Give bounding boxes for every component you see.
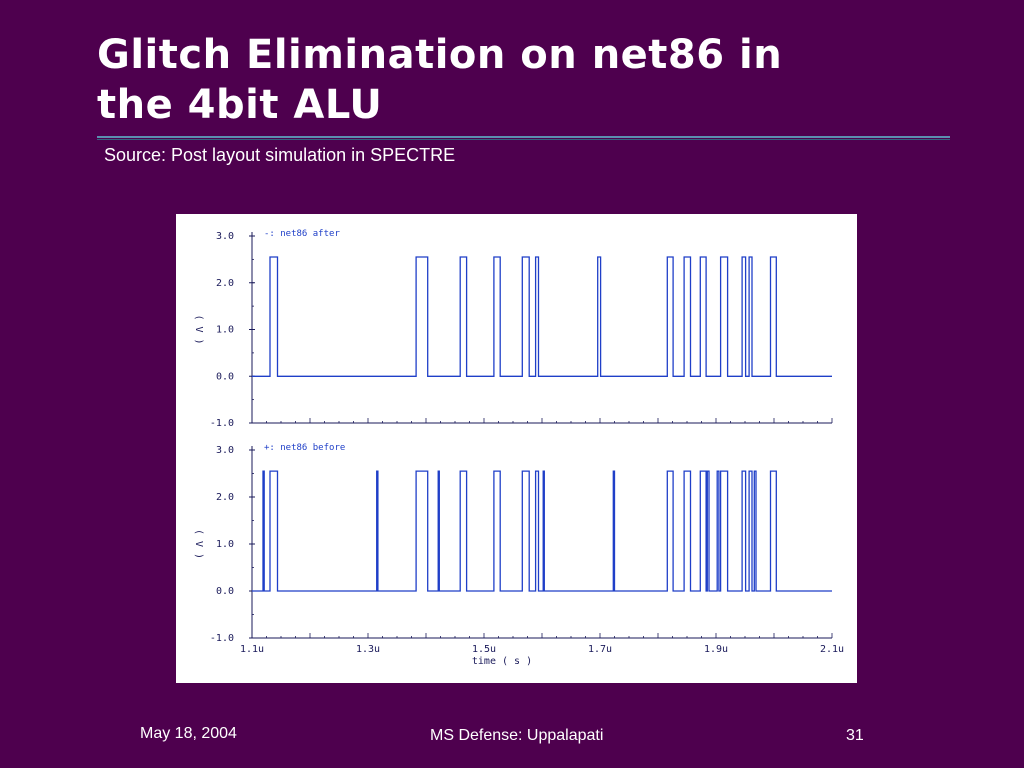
slide-number: 31 (846, 727, 864, 744)
pulse-before (438, 471, 439, 591)
pulse-before (494, 471, 500, 591)
slide-title-line1: Glitch Elimination on net86 in (97, 32, 783, 78)
pulse-before (771, 471, 777, 591)
x-tick-label: 1.7u (588, 644, 612, 655)
pulse-before (270, 471, 278, 591)
pulse-after (494, 257, 500, 376)
pulse-before (667, 471, 673, 591)
pulse-before (543, 471, 544, 591)
x-tick-label: 1.1u (240, 644, 264, 655)
pulse-before (416, 471, 428, 591)
x-axis-title: time ( s ) (472, 656, 532, 667)
y-tick-label-after: 3.0 (216, 231, 234, 242)
y-tick-label-before: 1.0 (216, 539, 234, 550)
pulse-after (684, 257, 690, 376)
slide-title-line2: the 4bit ALU (97, 82, 383, 128)
pulse-before (707, 471, 709, 591)
pulse-after (667, 257, 673, 376)
y-tick-label-before: 3.0 (216, 445, 234, 456)
pulse-before (613, 471, 614, 591)
x-tick-label: 2.1u (820, 644, 844, 655)
pulse-before (754, 471, 756, 591)
pulse-before (742, 471, 745, 591)
pulse-after (771, 257, 777, 376)
waveform-figure: 3.0 2.0 1.0 0.0 -1.0 ( V ) -: net86 after 3.0 2.… (176, 214, 857, 683)
pulse-after (721, 257, 728, 376)
pulse-after (598, 257, 601, 376)
pulse-before (684, 471, 690, 591)
pulse-before (522, 471, 529, 591)
pulse-after (742, 257, 745, 376)
title-divider-shadow (97, 139, 950, 140)
waveform-chart: 3.0 2.0 1.0 0.0 -1.0 ( V ) -: net86 after 3.0 2.… (193, 229, 844, 667)
pulse-after (416, 257, 428, 376)
pulse-before (536, 471, 539, 591)
pulse-before (700, 471, 706, 591)
pulse-before (460, 471, 466, 591)
y-axis-title-before: ( V ) (193, 529, 204, 559)
y-tick-label-before: 0.0 (216, 586, 234, 597)
waveform-trace-before (252, 470, 832, 592)
pulse-after (536, 257, 539, 376)
legend-before: +: net86 before (264, 443, 345, 453)
y-tick-label-after: 1.0 (216, 325, 234, 336)
footer-date: May 18, 2004 (140, 725, 237, 742)
x-tick-label: 1.3u (356, 644, 380, 655)
title-divider (97, 136, 950, 138)
pulse-after (270, 257, 278, 376)
y-axis-title-after: ( V ) (193, 314, 204, 344)
pulse-before (721, 471, 728, 591)
y-tick-label-after: 2.0 (216, 278, 234, 289)
pulse-before (749, 471, 752, 591)
pulse-before (717, 471, 719, 591)
pulse-after (700, 257, 706, 376)
y-tick-label-after: -1.0 (210, 418, 234, 429)
x-tick-label: 1.5u (472, 644, 496, 655)
slide-title: Glitch Elimination on net86 in the 4bit … (97, 30, 917, 130)
y-tick-label-before: -1.0 (210, 633, 234, 644)
pulse-after (522, 257, 529, 376)
y-tick-label-after: 0.0 (216, 371, 234, 382)
x-tick-label: 1.9u (704, 644, 728, 655)
pulse-before (377, 471, 378, 591)
waveform-trace-after (252, 256, 832, 377)
pulse-before (263, 471, 264, 591)
footer-title: MS Defense: Uppalapati (430, 727, 604, 744)
pulse-after (749, 257, 752, 376)
slide-subtitle: Source: Post layout simulation in SPECTR… (104, 145, 456, 165)
y-tick-label-before: 2.0 (216, 492, 234, 503)
legend-after: -: net86 after (264, 229, 340, 239)
pulse-after (460, 257, 466, 376)
